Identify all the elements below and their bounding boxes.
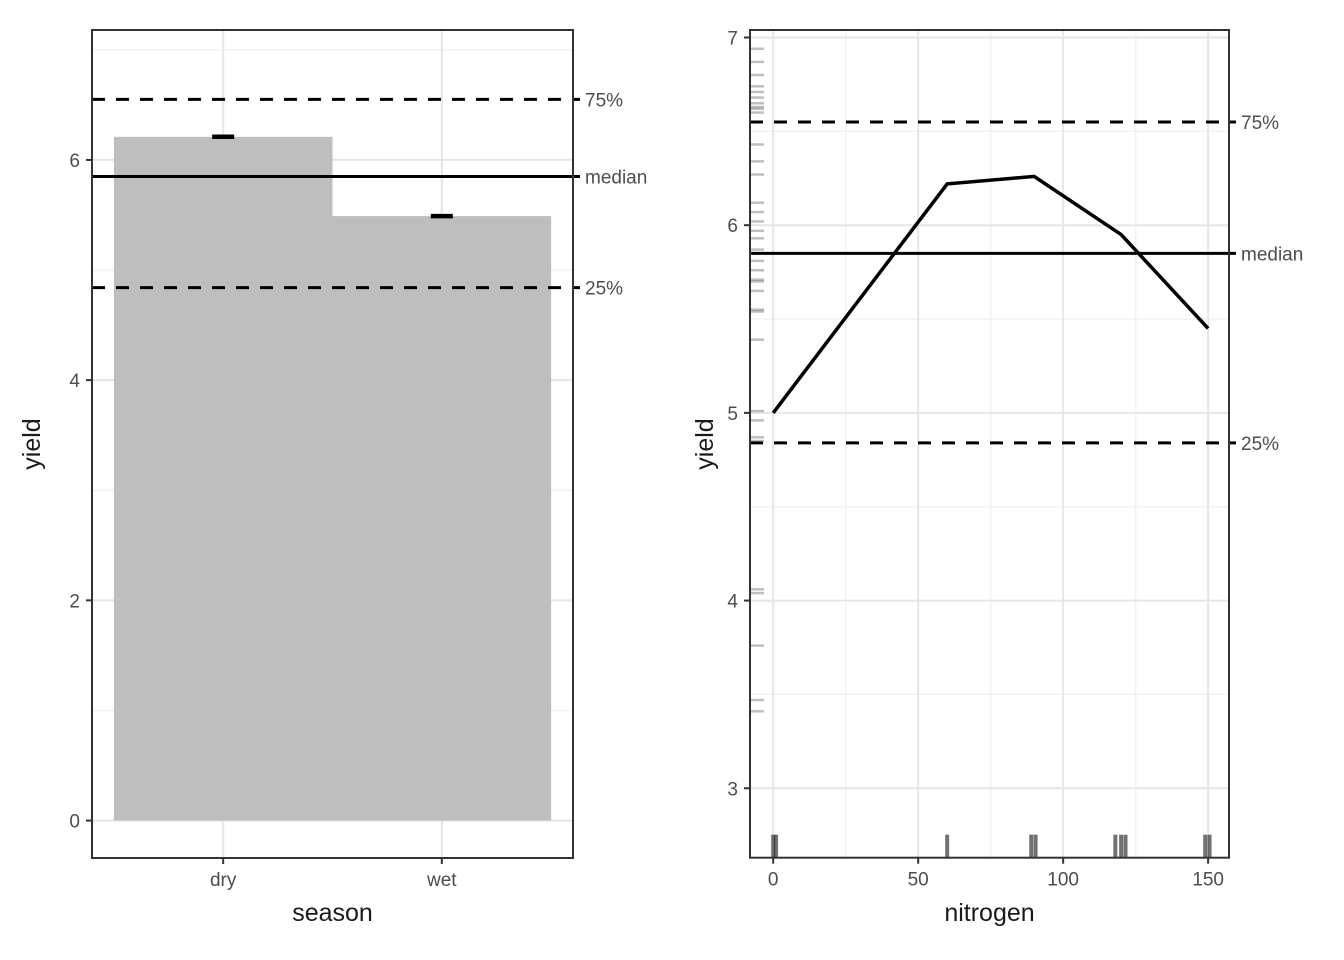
y-tick-label: 5: [727, 404, 738, 425]
panel-border: [749, 29, 1230, 859]
ref-line-label: median: [1241, 244, 1303, 265]
ref-line-label: 25%: [1241, 434, 1279, 455]
ref-line-label: 75%: [585, 90, 623, 111]
ref-line-label: 25%: [585, 279, 623, 300]
bar-dry: [113, 136, 333, 821]
ref-line-label: 75%: [1241, 113, 1279, 134]
y-tick-label: 4: [69, 371, 80, 392]
y-tick-label: 3: [727, 779, 738, 800]
ref-line-label: median: [585, 167, 647, 188]
y-tick-label: 4: [727, 592, 738, 613]
panel-border: [91, 29, 574, 859]
axis-title-yield-left: yield: [18, 418, 46, 470]
x-tick-label: dry: [210, 870, 237, 891]
x-tick-label: wet: [426, 870, 457, 891]
data-line: [771, 174, 1210, 414]
x-tick-label: 150: [1192, 870, 1224, 891]
y-tick-label: 7: [727, 29, 738, 50]
y-tick-label: 2: [69, 591, 80, 612]
y-tick-label: 6: [727, 216, 738, 237]
x-tick-label: 100: [1047, 870, 1079, 891]
x-tick-label: 0: [768, 870, 779, 891]
bar-wet: [332, 216, 552, 821]
axis-title-season: season: [292, 899, 373, 927]
x-tick-label: 50: [908, 870, 929, 891]
axis-title-yield-right: yield: [691, 418, 719, 470]
y-tick-label: 0: [69, 812, 80, 833]
axis-title-nitrogen: nitrogen: [944, 899, 1035, 927]
y-tick-label: 6: [69, 151, 80, 172]
